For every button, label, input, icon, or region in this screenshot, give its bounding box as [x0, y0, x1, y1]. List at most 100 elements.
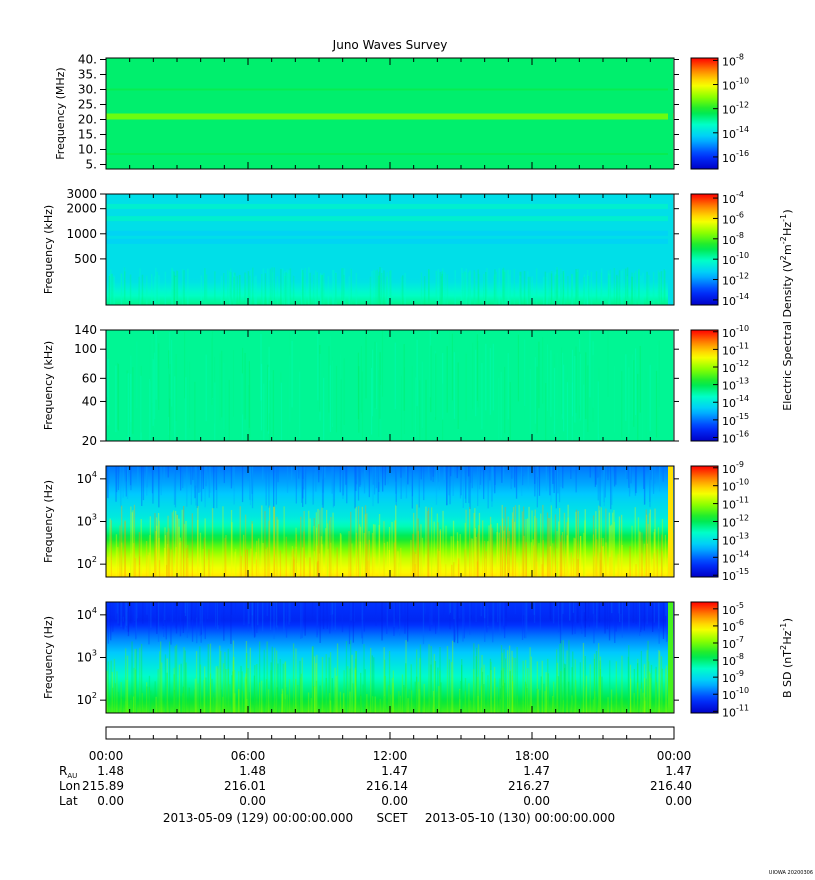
edge-sample	[668, 330, 673, 441]
heatmap-4	[106, 466, 674, 577]
colorbar-tick-label: 10-13	[722, 377, 749, 393]
colorbar-tick-label: 10-5	[722, 601, 744, 617]
ephemeris-value: 0.00	[381, 794, 408, 808]
y-axis-label: Frequency (Hz)	[42, 616, 55, 699]
ephemeris-value: 1.48	[239, 764, 266, 778]
y-axis-label: Frequency (kHz)	[42, 341, 55, 430]
ephemeris-value: 216.01	[224, 779, 266, 793]
ephemeris-value: 1.48	[97, 764, 124, 778]
ephemeris-value: 0.00	[523, 794, 550, 808]
y-tick-label: 20.	[78, 113, 97, 127]
electric-colorbar-title: Electric Spectral Density (V2 m-2 Hz-1 )	[779, 209, 794, 410]
colorbar-tick-label: 10-12	[722, 514, 749, 530]
colorbar-tick-label: 10-9	[722, 669, 744, 685]
ephemeris-value: 0.00	[239, 794, 266, 808]
colorbar-tick-label: 10-14	[722, 125, 749, 141]
colorbar-tick-label: 10-12	[722, 359, 749, 375]
heatmap-3	[106, 330, 674, 441]
figure-title: Juno Waves Survey	[332, 38, 448, 52]
plot-stamp: UIOWA 20200306	[769, 870, 813, 876]
spectrogram-panels: 5.10.15.20.25.30.35.40. Frequency (MHz) 10…	[42, 52, 749, 719]
ephemeris-row-label: RAU	[59, 764, 77, 780]
ephemeris-value: 1.47	[523, 764, 550, 778]
colorbar-tick-label: 10-16	[722, 429, 749, 445]
colorbar-tick-label: 10-10	[722, 478, 749, 494]
colorbar	[690, 57, 719, 170]
colorbar-tick-label: 10-14	[722, 292, 749, 308]
colorbar-tick-label: 10-12	[722, 272, 749, 288]
colorbar-tick-label: 10-9	[722, 460, 744, 476]
time-tick-label: 00:00	[89, 749, 124, 763]
ephemeris-row-label: Lat	[59, 794, 78, 808]
colorbar-tick-label: 10-8	[722, 231, 744, 247]
time-tick-label: 00:00	[657, 749, 692, 763]
y-tick-label: 35.	[78, 68, 97, 82]
scet-label: SCET	[377, 811, 409, 825]
ephemeris-value: 215.89	[82, 779, 124, 793]
y-tick-label: 500	[74, 252, 97, 266]
time-axis: 00:00 06:00 12:00 18:00 00:00	[89, 726, 692, 763]
colorbar-tick-label: 10-13	[722, 531, 749, 547]
colorbar-tick-label: 10-4	[722, 190, 744, 206]
y-tick-label: 102	[77, 691, 97, 707]
y-tick-label: 140	[74, 323, 97, 337]
colorbar-tick-label: 10-11	[722, 496, 749, 512]
y-tick-label: 5.	[86, 158, 97, 172]
colorbar-tick-label: 10-10	[722, 77, 749, 93]
spectrogram-panel-1: 5.10.15.20.25.30.35.40. Frequency (MHz) 10…	[54, 52, 749, 171]
y-tick-label: 15.	[78, 128, 97, 142]
heatmap-1	[106, 58, 674, 169]
ephemeris-value: 216.27	[508, 779, 550, 793]
colorbar-tick-label: 10-11	[722, 703, 749, 719]
colorbar-tick-label: 10-12	[722, 101, 749, 117]
y-tick-label: 100	[74, 342, 97, 356]
ephemeris-value: 216.40	[650, 779, 692, 793]
heatmap-5	[106, 602, 674, 713]
y-tick-label: 2000	[66, 202, 97, 216]
colorbar	[690, 601, 719, 714]
y-tick-label: 104	[77, 470, 97, 486]
edge-sample	[668, 602, 673, 713]
time-tick-label: 12:00	[373, 749, 408, 763]
ephemeris-value: 216.14	[366, 779, 408, 793]
y-tick-label: 20	[82, 434, 97, 448]
ephemeris-table: RAU 1.48 1.48 1.47 1.47 1.47 Lon 215.89 216.01 21…	[59, 764, 692, 825]
colorbar-tick-label: 10-16	[722, 149, 749, 165]
magnetic-colorbar-title: B SD (nT2 Hz-1 )	[779, 618, 794, 698]
colorbar-tick-label: 10-11	[722, 341, 749, 357]
colorbar-tick-label: 10-15	[722, 567, 749, 583]
y-tick-label: 10.	[78, 143, 97, 157]
y-axis-label: Frequency (Hz)	[42, 480, 55, 563]
ephemeris-value: 1.47	[381, 764, 408, 778]
colorbar	[690, 193, 719, 306]
ephemeris-value: 0.00	[97, 794, 124, 808]
y-tick-label: 3000	[66, 187, 97, 201]
y-axis-label: Frequency (kHz)	[42, 205, 55, 294]
colorbar	[690, 329, 719, 442]
y-tick-label: 60	[82, 371, 97, 385]
y-axis-label: Frequency (MHz)	[54, 67, 67, 159]
colorbar-tick-label: 10-7	[722, 635, 744, 651]
ephemeris-row-label: Lon	[59, 779, 80, 793]
y-tick-label: 1000	[66, 227, 97, 241]
y-tick-label: 40	[82, 394, 97, 408]
y-tick-label: 103	[77, 513, 97, 529]
y-tick-label: 30.	[78, 83, 97, 97]
edge-sample	[668, 194, 673, 305]
heatmap-2	[106, 194, 674, 305]
colorbar-tick-label: 10-10	[722, 251, 749, 267]
time-tick-label: 18:00	[515, 749, 550, 763]
time-tick-label: 06:00	[231, 749, 266, 763]
colorbar-tick-label: 10-10	[722, 324, 749, 340]
end-time: 2013-05-10 (130) 00:00:00.000	[425, 811, 615, 825]
y-tick-label: 102	[77, 555, 97, 571]
edge-sample	[668, 466, 673, 577]
colorbar-tick-label: 10-6	[722, 618, 744, 634]
start-time: 2013-05-09 (129) 00:00:00.000	[163, 811, 353, 825]
colorbar-tick-label: 10-14	[722, 394, 749, 410]
